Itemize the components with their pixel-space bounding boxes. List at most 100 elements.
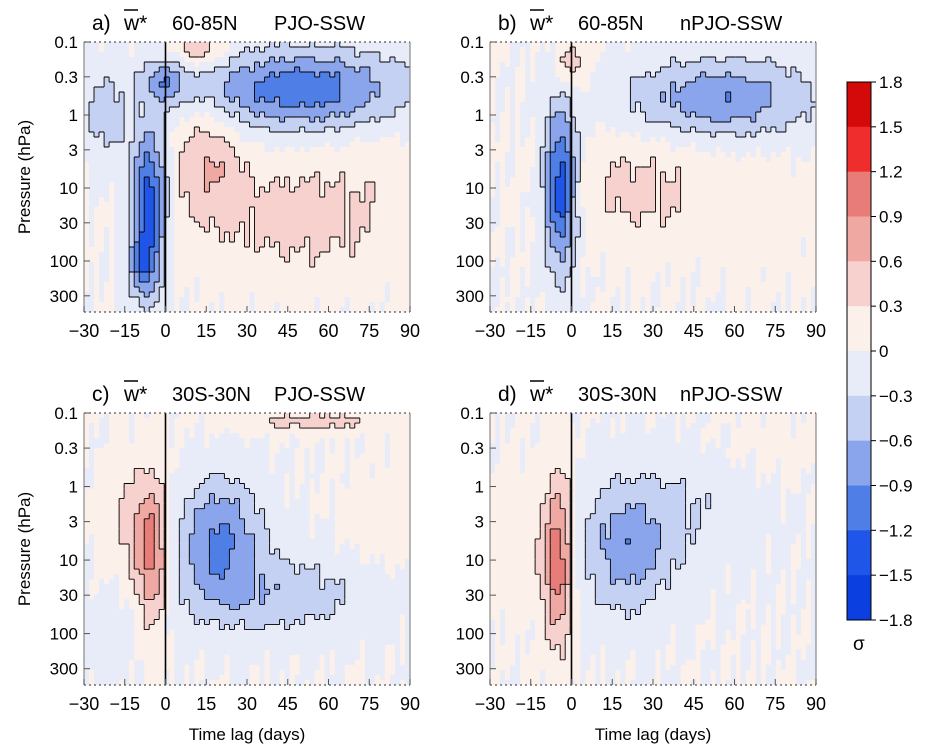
field-cell xyxy=(339,202,346,208)
field-cell xyxy=(279,72,286,78)
field-cell xyxy=(510,67,516,73)
field-cell xyxy=(284,287,291,293)
field-cell xyxy=(575,117,581,123)
field-cell xyxy=(104,182,110,188)
field-cell xyxy=(139,252,145,258)
field-cell xyxy=(790,52,797,58)
field-cell xyxy=(369,77,376,83)
field-cell xyxy=(660,47,667,53)
field-cell xyxy=(655,67,662,73)
field-cell xyxy=(495,92,501,98)
field-cell xyxy=(565,127,571,133)
field-cell xyxy=(239,57,246,63)
field-cell xyxy=(690,67,697,73)
field-cell xyxy=(780,137,787,143)
field-cell xyxy=(209,72,215,78)
field-cell xyxy=(244,92,251,98)
field-cell xyxy=(174,242,180,248)
field-cell xyxy=(399,192,406,198)
field-cell xyxy=(800,117,807,123)
field-cell xyxy=(154,302,160,308)
field-cell xyxy=(700,87,707,93)
field-cell xyxy=(139,202,145,208)
field-cell xyxy=(264,62,271,68)
field-cell xyxy=(354,107,361,113)
panel-b-field xyxy=(490,42,816,312)
field-cell xyxy=(179,272,185,278)
field-cell xyxy=(399,67,406,73)
field-cell xyxy=(174,222,180,228)
field-cell xyxy=(134,62,140,68)
field-cell xyxy=(269,207,276,213)
field-cell xyxy=(389,72,396,78)
field-cell xyxy=(700,42,707,48)
field-cell xyxy=(625,107,632,113)
field-cell xyxy=(234,297,241,303)
field-cell xyxy=(660,122,667,128)
field-cell xyxy=(389,297,396,303)
field-cell xyxy=(384,202,391,208)
field-cell xyxy=(294,102,301,108)
field-cell xyxy=(289,297,296,303)
field-cell xyxy=(84,47,90,53)
field-cell xyxy=(404,82,410,88)
field-cell xyxy=(249,257,256,263)
field-cell xyxy=(770,147,777,153)
field-cell xyxy=(740,142,747,148)
field-cell xyxy=(134,277,140,283)
field-cell xyxy=(269,192,276,198)
field-cell xyxy=(169,262,175,268)
field-cell xyxy=(249,87,256,93)
field-cell xyxy=(344,217,351,223)
field-cell xyxy=(610,92,616,98)
field-cell xyxy=(585,47,591,53)
field-cell xyxy=(284,247,291,253)
field-cell xyxy=(309,187,316,193)
field-cell xyxy=(795,137,802,143)
field-cell xyxy=(379,92,386,98)
field-cell xyxy=(94,57,100,63)
field-cell xyxy=(244,72,251,78)
field-cell xyxy=(209,252,215,258)
field-cell xyxy=(359,82,366,88)
field-cell xyxy=(144,57,150,63)
field-cell xyxy=(154,92,160,98)
field-cell xyxy=(374,197,381,203)
field-cell xyxy=(169,197,175,203)
field-cell xyxy=(249,122,256,128)
field-cell xyxy=(304,167,311,173)
field-cell xyxy=(374,92,381,98)
field-cell xyxy=(274,257,281,263)
field-cell xyxy=(705,107,712,113)
field-cell xyxy=(810,97,816,103)
field-cell xyxy=(189,52,195,58)
field-cell xyxy=(575,147,581,153)
field-cell xyxy=(94,217,100,223)
field-cell xyxy=(645,67,652,73)
field-cell xyxy=(284,177,291,183)
field-cell xyxy=(144,87,150,93)
field-cell xyxy=(344,137,351,143)
field-cell xyxy=(515,72,521,78)
field-cell xyxy=(84,62,90,68)
field-cell xyxy=(269,267,276,273)
field-cell xyxy=(625,132,632,138)
field-cell xyxy=(755,132,762,138)
field-cell xyxy=(705,147,712,153)
field-cell xyxy=(174,147,180,153)
field-cell xyxy=(379,157,386,163)
field-cell xyxy=(269,117,276,123)
field-cell xyxy=(399,167,406,173)
field-cell xyxy=(384,132,391,138)
field-cell xyxy=(595,77,601,83)
field-cell xyxy=(134,222,140,228)
field-cell xyxy=(239,152,246,158)
field-cell xyxy=(154,197,160,203)
field-cell xyxy=(590,147,596,153)
field-cell xyxy=(765,142,772,148)
field-cell xyxy=(269,162,276,168)
field-cell xyxy=(369,42,376,48)
field-cell xyxy=(129,227,135,233)
field-cell xyxy=(179,47,185,53)
field-cell xyxy=(89,222,95,228)
